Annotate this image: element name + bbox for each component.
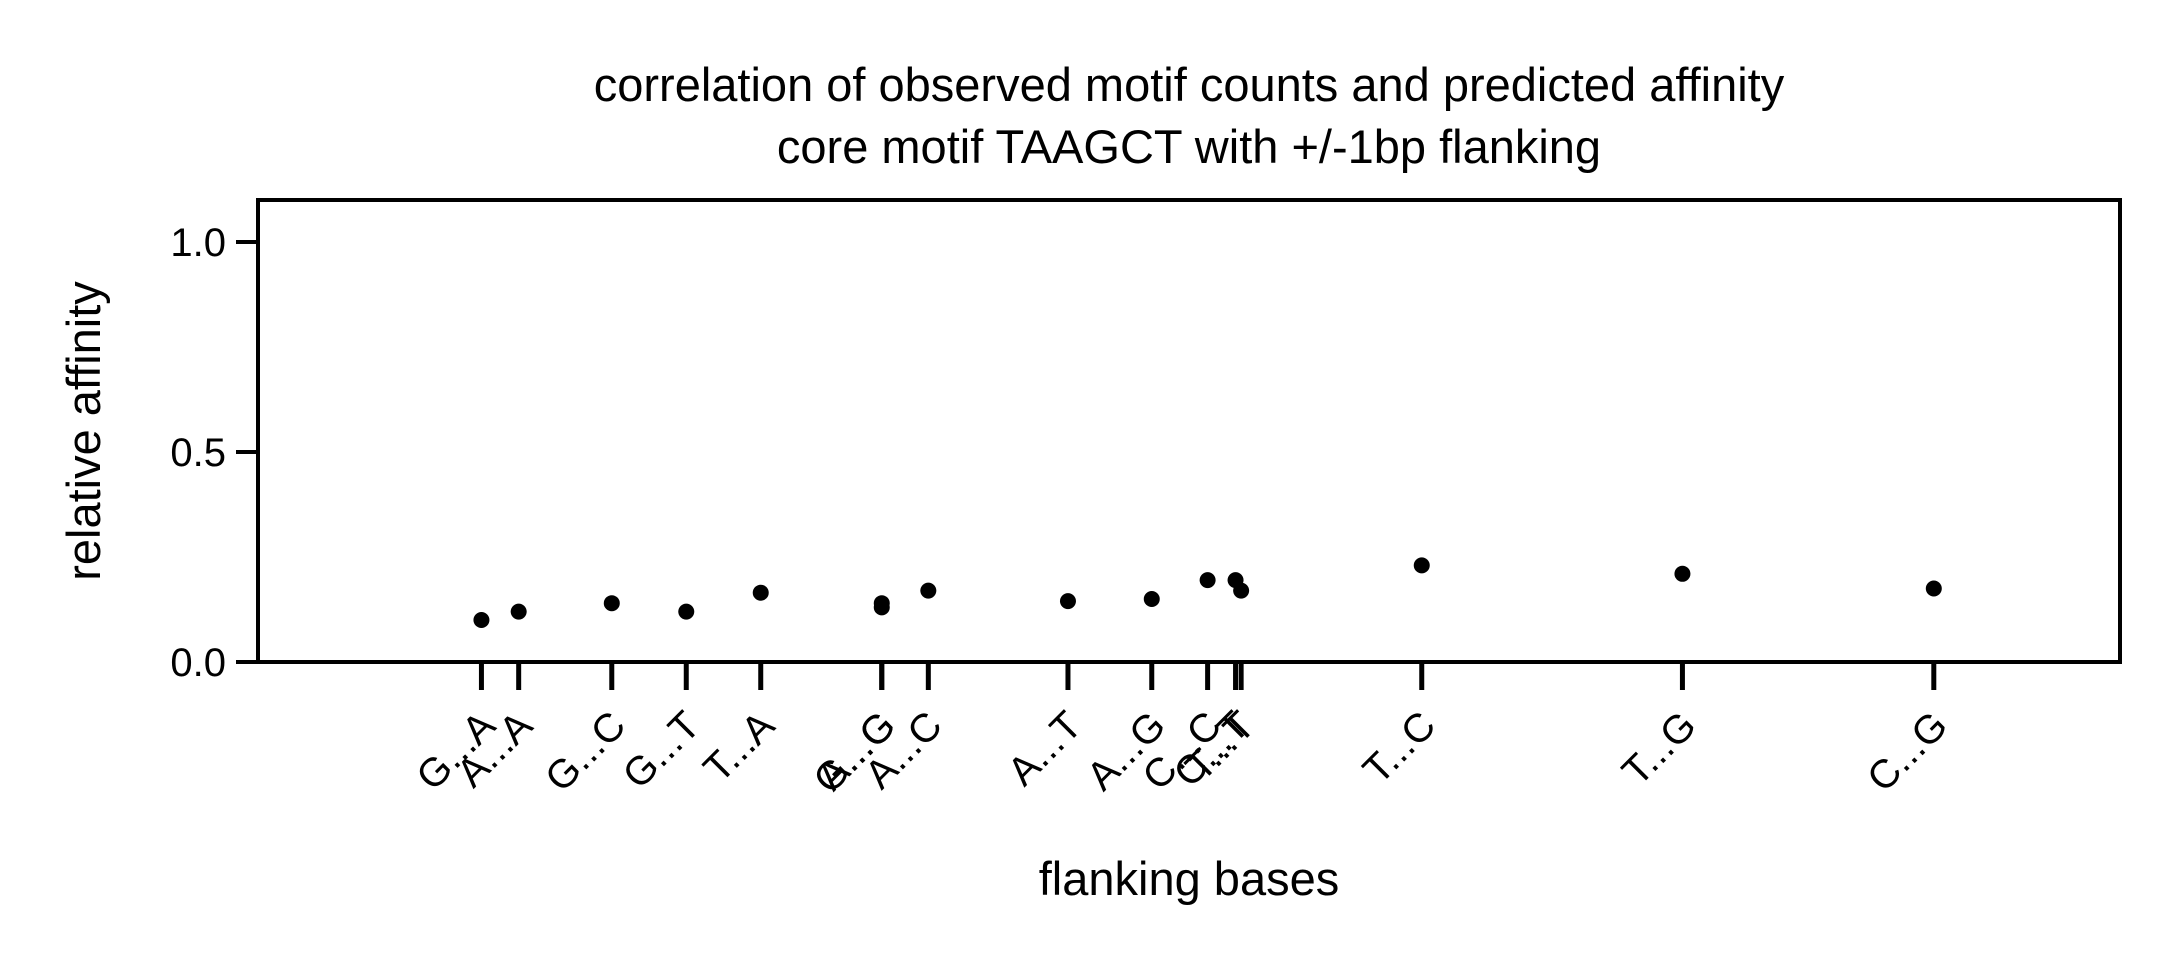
- y-tick-label: 0.5: [170, 431, 226, 475]
- x-axis-label: flanking bases: [1039, 852, 1339, 905]
- data-points: [473, 557, 1942, 628]
- y-axis: 0.0 0.5 1.0: [170, 221, 258, 685]
- data-point: [752, 584, 769, 601]
- data-point: [1413, 557, 1430, 574]
- data-point: [1199, 572, 1216, 589]
- data-point: [1233, 582, 1250, 599]
- x-tick-label: C...G: [1859, 703, 1956, 800]
- x-tick-label: T...G: [1614, 703, 1705, 794]
- plot-frame: [256, 198, 2122, 664]
- data-point: [510, 603, 527, 620]
- data-point: [873, 595, 890, 612]
- y-axis-label: relative affinity: [57, 281, 110, 581]
- data-point: [920, 582, 937, 599]
- data-point: [1059, 593, 1076, 610]
- x-tick-label: A...T: [1000, 703, 1091, 794]
- chart-title: correlation of observed motif counts and…: [594, 58, 1785, 111]
- x-axis: G...AA...AG...CG...TT...A G...GA...GA...C…: [408, 662, 1956, 802]
- data-point: [1925, 580, 1942, 597]
- x-tick-label: T...A: [695, 703, 783, 791]
- y-tick-label: 0.0: [170, 641, 226, 685]
- data-point: [1143, 591, 1160, 607]
- chart-subtitle: core motif TAAGCT with +/-1bp flanking: [777, 120, 1601, 173]
- data-point: [473, 612, 490, 628]
- x-tick-label: T...C: [1355, 703, 1444, 792]
- data-point: [603, 595, 620, 612]
- data-point: [678, 603, 695, 620]
- data-point: [1674, 565, 1691, 582]
- x-tick-label: G...T: [615, 703, 709, 797]
- x-tick-label: G...C: [537, 703, 634, 800]
- y-tick-label: 1.0: [170, 221, 226, 265]
